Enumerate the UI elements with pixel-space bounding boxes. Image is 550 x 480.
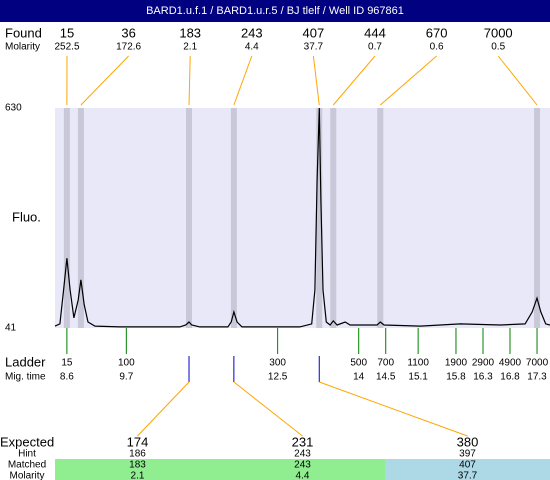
peak-band	[230, 108, 237, 328]
ladder-time: 15.8	[446, 372, 466, 383]
row-label: Hint	[18, 449, 36, 460]
molarity-value: 4.4	[296, 471, 310, 480]
ladder-time: 12.5	[268, 372, 288, 383]
peak-band	[534, 108, 541, 328]
molarity-label: Molarity	[5, 42, 40, 53]
peak-callout	[80, 55, 129, 106]
peak-callout	[497, 55, 538, 106]
ladder-label: Ladder	[5, 354, 46, 369]
peak-band	[316, 108, 323, 328]
y-label: Fluo.	[12, 209, 41, 224]
hint-value: 243	[294, 449, 311, 460]
y-tick-label: 630	[5, 103, 22, 114]
found-size: 36	[121, 25, 135, 40]
matched-value: 183	[129, 460, 146, 471]
matched-callout	[233, 381, 303, 437]
ladder-size: 15	[61, 358, 73, 369]
found-size: 444	[364, 25, 386, 40]
peak-callout	[379, 55, 437, 106]
peak-callout	[312, 55, 320, 106]
ladder-time: 14	[353, 372, 365, 383]
found-size: 15	[60, 25, 74, 40]
found-size: 670	[426, 25, 448, 40]
found-molarity: 0.6	[430, 42, 444, 53]
ladder-size: 500	[350, 358, 367, 369]
found-molarity: 172.6	[116, 42, 141, 53]
hint-value: 186	[129, 449, 146, 460]
mig-time-label: Mig. time	[5, 372, 46, 383]
expected-label: Expected	[0, 434, 54, 449]
expected-value: 174	[127, 434, 149, 449]
expected-value: 231	[292, 434, 314, 449]
found-size: 407	[303, 25, 325, 40]
ladder-time: 14.5	[376, 372, 396, 383]
ladder-size: 1900	[445, 358, 468, 369]
found-molarity: 0.5	[491, 42, 505, 53]
peak-callout	[332, 55, 376, 106]
trace	[54, 107, 550, 328]
peak-band	[377, 108, 384, 328]
ladder-size: 300	[269, 358, 286, 369]
matched-value: 243	[294, 460, 311, 471]
ladder-size: 4900	[499, 358, 522, 369]
molarity-value: 37.7	[458, 471, 478, 480]
ladder-time: 9.7	[119, 372, 133, 383]
ladder-size: 1100	[407, 358, 429, 369]
ladder-size: 700	[377, 358, 394, 369]
ladder-time: 16.3	[473, 372, 493, 383]
ladder-time: 15.1	[408, 372, 428, 383]
found-size: 7000	[484, 25, 513, 40]
title-bar	[0, 0, 550, 22]
ladder-size: 2900	[472, 358, 495, 369]
peak-band	[186, 108, 193, 328]
matched-callout	[137, 381, 190, 437]
ladder-time: 8.6	[60, 372, 74, 383]
peak-callout	[188, 55, 191, 106]
matched-callout	[319, 381, 468, 437]
molarity-value: 2.1	[131, 471, 145, 480]
row-label: Molarity	[9, 471, 44, 480]
matched-value: 407	[459, 460, 476, 471]
expected-value: 380	[457, 434, 479, 449]
hint-value: 397	[459, 449, 476, 460]
ladder-size: 7000	[526, 358, 549, 369]
plot-area	[55, 108, 550, 328]
row-label: Matched	[8, 460, 46, 471]
found-molarity: 4.4	[245, 42, 259, 53]
ladder-size: 100	[118, 358, 135, 369]
found-size: 243	[241, 25, 263, 40]
found-molarity: 2.1	[183, 42, 197, 53]
matched-bg	[220, 459, 385, 480]
found-molarity: 0.7	[368, 42, 382, 53]
peak-band	[330, 108, 337, 328]
ladder-time: 17.3	[527, 372, 547, 383]
matched-bg	[55, 459, 220, 480]
found-label: Found	[5, 25, 42, 40]
y-tick-label: 41	[5, 323, 17, 334]
found-size: 183	[179, 25, 201, 40]
found-molarity: 252.5	[54, 42, 79, 53]
peak-band	[77, 108, 84, 328]
title: BARD1.u.f.1 / BARD1.u.r.5 / BJ tlelf / W…	[146, 5, 404, 17]
ladder-time: 16.8	[500, 372, 520, 383]
found-molarity: 37.7	[304, 42, 324, 53]
peak-callout	[233, 55, 253, 106]
peak-band	[63, 108, 70, 328]
matched-bg	[385, 459, 550, 480]
